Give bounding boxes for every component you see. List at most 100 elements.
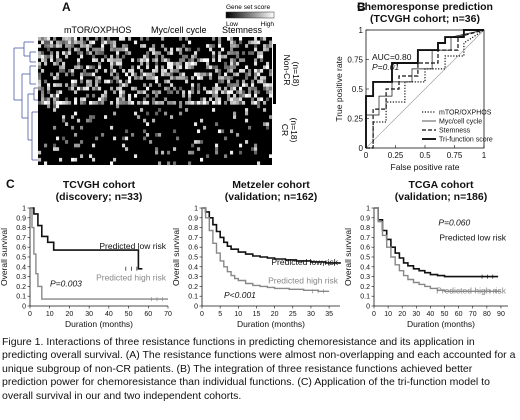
heatmap-cell — [167, 79, 171, 84]
km-curve-predicted-low-risk — [202, 207, 341, 264]
heatmap-cell — [269, 90, 273, 94]
heatmap-cell — [89, 40, 93, 45]
y-tick-label: 0.1 — [360, 294, 370, 301]
panel-label-a: A — [62, 0, 71, 14]
heatmap-cell — [74, 47, 78, 52]
heatmap-cell — [269, 154, 273, 158]
heatmap-cell — [122, 90, 126, 94]
heatmap-cell — [89, 51, 93, 55]
heatmap-cell — [77, 51, 81, 55]
heatmap-cell — [227, 83, 231, 87]
heatmap-cell — [236, 79, 240, 84]
heatmap-cell — [167, 86, 171, 91]
caption-line: overall survival. (A) The resistance fun… — [2, 349, 516, 375]
heatmap-cell — [53, 83, 57, 87]
heatmap-cell — [143, 101, 147, 105]
heatmap-cell — [98, 86, 102, 91]
heatmap-cell — [218, 44, 222, 48]
heatmap-cell — [65, 122, 69, 126]
heatmap-cell — [212, 101, 216, 105]
heatmap-cell — [230, 69, 234, 73]
legend-title: Gene set score — [226, 4, 270, 11]
chart-title: TCGA cohort — [409, 179, 474, 191]
heatmap-cell — [245, 93, 249, 98]
heatmap-cell — [74, 79, 78, 84]
heatmap-cell — [41, 97, 45, 102]
heatmap-cells — [38, 37, 273, 166]
heatmap-cell — [206, 72, 210, 77]
heatmap-cell — [110, 47, 114, 52]
heatmap-cell — [224, 101, 228, 105]
x-tick-label: 30 — [307, 311, 315, 318]
heatmap-cell — [119, 58, 123, 62]
y-axis-label: True positive rate — [334, 56, 344, 122]
heatmap-cell — [179, 58, 183, 62]
heatmap-cell — [122, 54, 126, 59]
heatmap-cell — [170, 72, 174, 77]
chart-title: Chemoresponse prediction — [357, 1, 493, 13]
heatmap-cell — [38, 157, 42, 162]
heatmap-cell — [164, 47, 168, 52]
heatmap-cell — [218, 97, 222, 102]
heatmap-cell — [224, 61, 228, 66]
heatmap-cell — [146, 76, 150, 80]
heatmap-cell — [89, 118, 93, 123]
heatmap-cell — [179, 47, 183, 52]
heatmap-cell — [59, 40, 63, 45]
heatmap-cell — [185, 37, 189, 41]
heatmap-cell — [209, 76, 213, 80]
heatmap-cell — [98, 79, 102, 84]
heatmap-cell — [170, 101, 174, 105]
heatmap-cell — [44, 143, 48, 148]
heatmap-cell — [179, 37, 183, 41]
legend-gradient — [225, 11, 275, 19]
heatmap-cell — [140, 76, 144, 80]
heatmap-cell — [224, 90, 228, 94]
heatmap-cell — [125, 129, 129, 134]
heatmap-cell — [104, 54, 108, 59]
heatmap-cell — [233, 83, 237, 87]
heatmap-cell — [71, 79, 75, 84]
heatmap-cell — [110, 86, 114, 91]
heatmap-cell — [47, 40, 51, 45]
y-tick-label: 0 — [359, 144, 364, 153]
km-curve-predicted-high-risk — [202, 207, 330, 292]
heatmap-cell — [227, 93, 231, 98]
heatmap-cell — [200, 58, 204, 62]
x-tick-label: 15 — [253, 311, 261, 318]
heatmap-cell — [194, 54, 198, 59]
heatmap-cell — [242, 79, 246, 84]
heatmap-cell — [215, 101, 219, 105]
heatmap-cell — [125, 83, 129, 87]
heatmap-cell — [62, 118, 66, 123]
heatmap-cell — [89, 115, 93, 119]
p-value-annotation: P<0.001 — [224, 290, 256, 300]
heatmap-cell — [185, 65, 189, 70]
heatmap-cell — [197, 47, 201, 52]
heatmap-cell — [149, 72, 153, 77]
heatmap-panel: Gene set score Low High mTOR/OXPHOS Myc/… — [13, 4, 300, 166]
heatmap-cell — [125, 136, 129, 141]
heatmap-cell — [98, 47, 102, 52]
heatmap-cell — [206, 58, 210, 62]
heatmap-cell — [188, 47, 192, 52]
heatmap-cell — [260, 37, 264, 41]
heatmap-cell — [95, 79, 99, 84]
heatmap-cell — [89, 101, 93, 105]
heatmap-cell — [98, 76, 102, 80]
heatmap-cell — [203, 125, 207, 130]
heatmap-cell — [59, 157, 63, 162]
heatmap-cell — [134, 111, 138, 116]
heatmap-cell — [116, 61, 120, 66]
dendrogram — [13, 41, 38, 161]
heatmap-cell — [155, 133, 159, 137]
heatmap-cell — [164, 72, 168, 77]
heatmap-cell — [221, 54, 225, 59]
heatmap-cell — [233, 111, 237, 116]
heatmap-cell — [191, 90, 195, 94]
heatmap-cell — [128, 69, 132, 73]
legend-label: Tri-function score — [439, 137, 493, 144]
heatmap-cell — [266, 61, 270, 66]
chart-title: Metzeler cohort — [232, 179, 310, 191]
heatmap-cell — [152, 58, 156, 62]
